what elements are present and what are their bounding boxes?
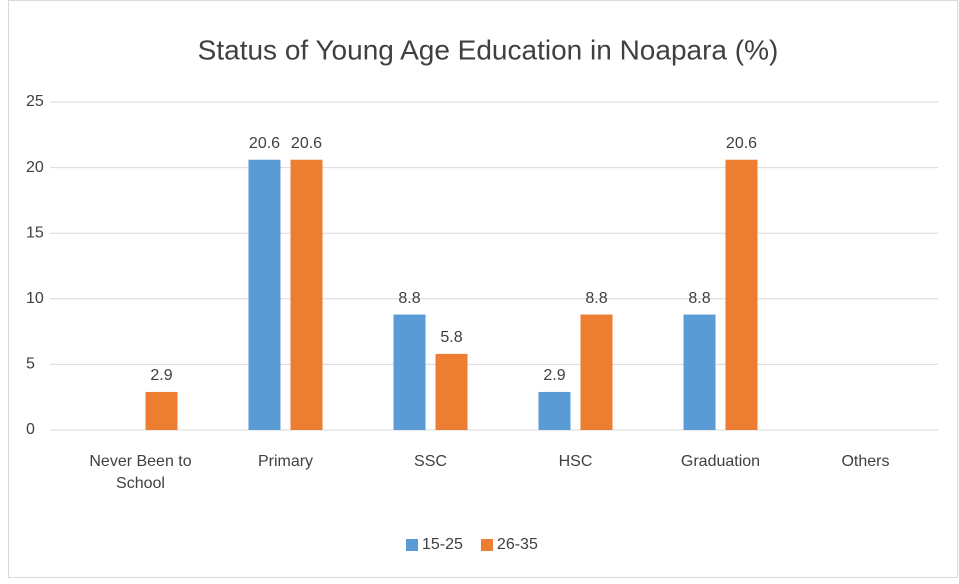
legend-swatch [406,539,418,551]
x-tick-label: School [116,475,165,492]
data-label: 5.8 [440,329,462,346]
y-tick-label: 25 [26,93,44,110]
bar [725,159,758,430]
y-tick-label: 0 [26,421,35,438]
bar [435,353,468,430]
x-tick-label: SSC [414,453,447,470]
bar [393,314,426,430]
data-label: 20.6 [291,135,322,152]
data-label: 8.8 [398,290,420,307]
x-tick-label: Others [841,453,889,470]
legend-label: 15-25 [422,536,463,553]
bar [290,159,323,430]
data-label: 20.6 [726,135,757,152]
legend-swatch [480,539,493,551]
bar [538,391,571,430]
y-tick-label: 10 [26,290,44,307]
chart-border [8,0,958,578]
x-tick-label: Primary [258,453,313,470]
bar [145,391,178,430]
x-tick-label: HSC [559,453,593,470]
bar [248,159,281,430]
bar [683,314,716,430]
bar [580,314,613,430]
x-tick-label: Never Been to [89,453,191,470]
y-tick-label: 5 [26,356,35,373]
chart-title: Status of Young Age Education in Noapara… [198,34,779,65]
y-tick-label: 20 [26,159,44,176]
data-label: 8.8 [688,290,710,307]
y-tick-label: 15 [26,224,44,241]
x-tick-label: Graduation [681,453,760,470]
data-label: 2.9 [150,367,172,384]
data-label: 2.9 [543,367,565,384]
data-label: 8.8 [585,290,607,307]
legend-label: 26-35 [497,536,538,553]
data-label: 20.6 [249,135,280,152]
